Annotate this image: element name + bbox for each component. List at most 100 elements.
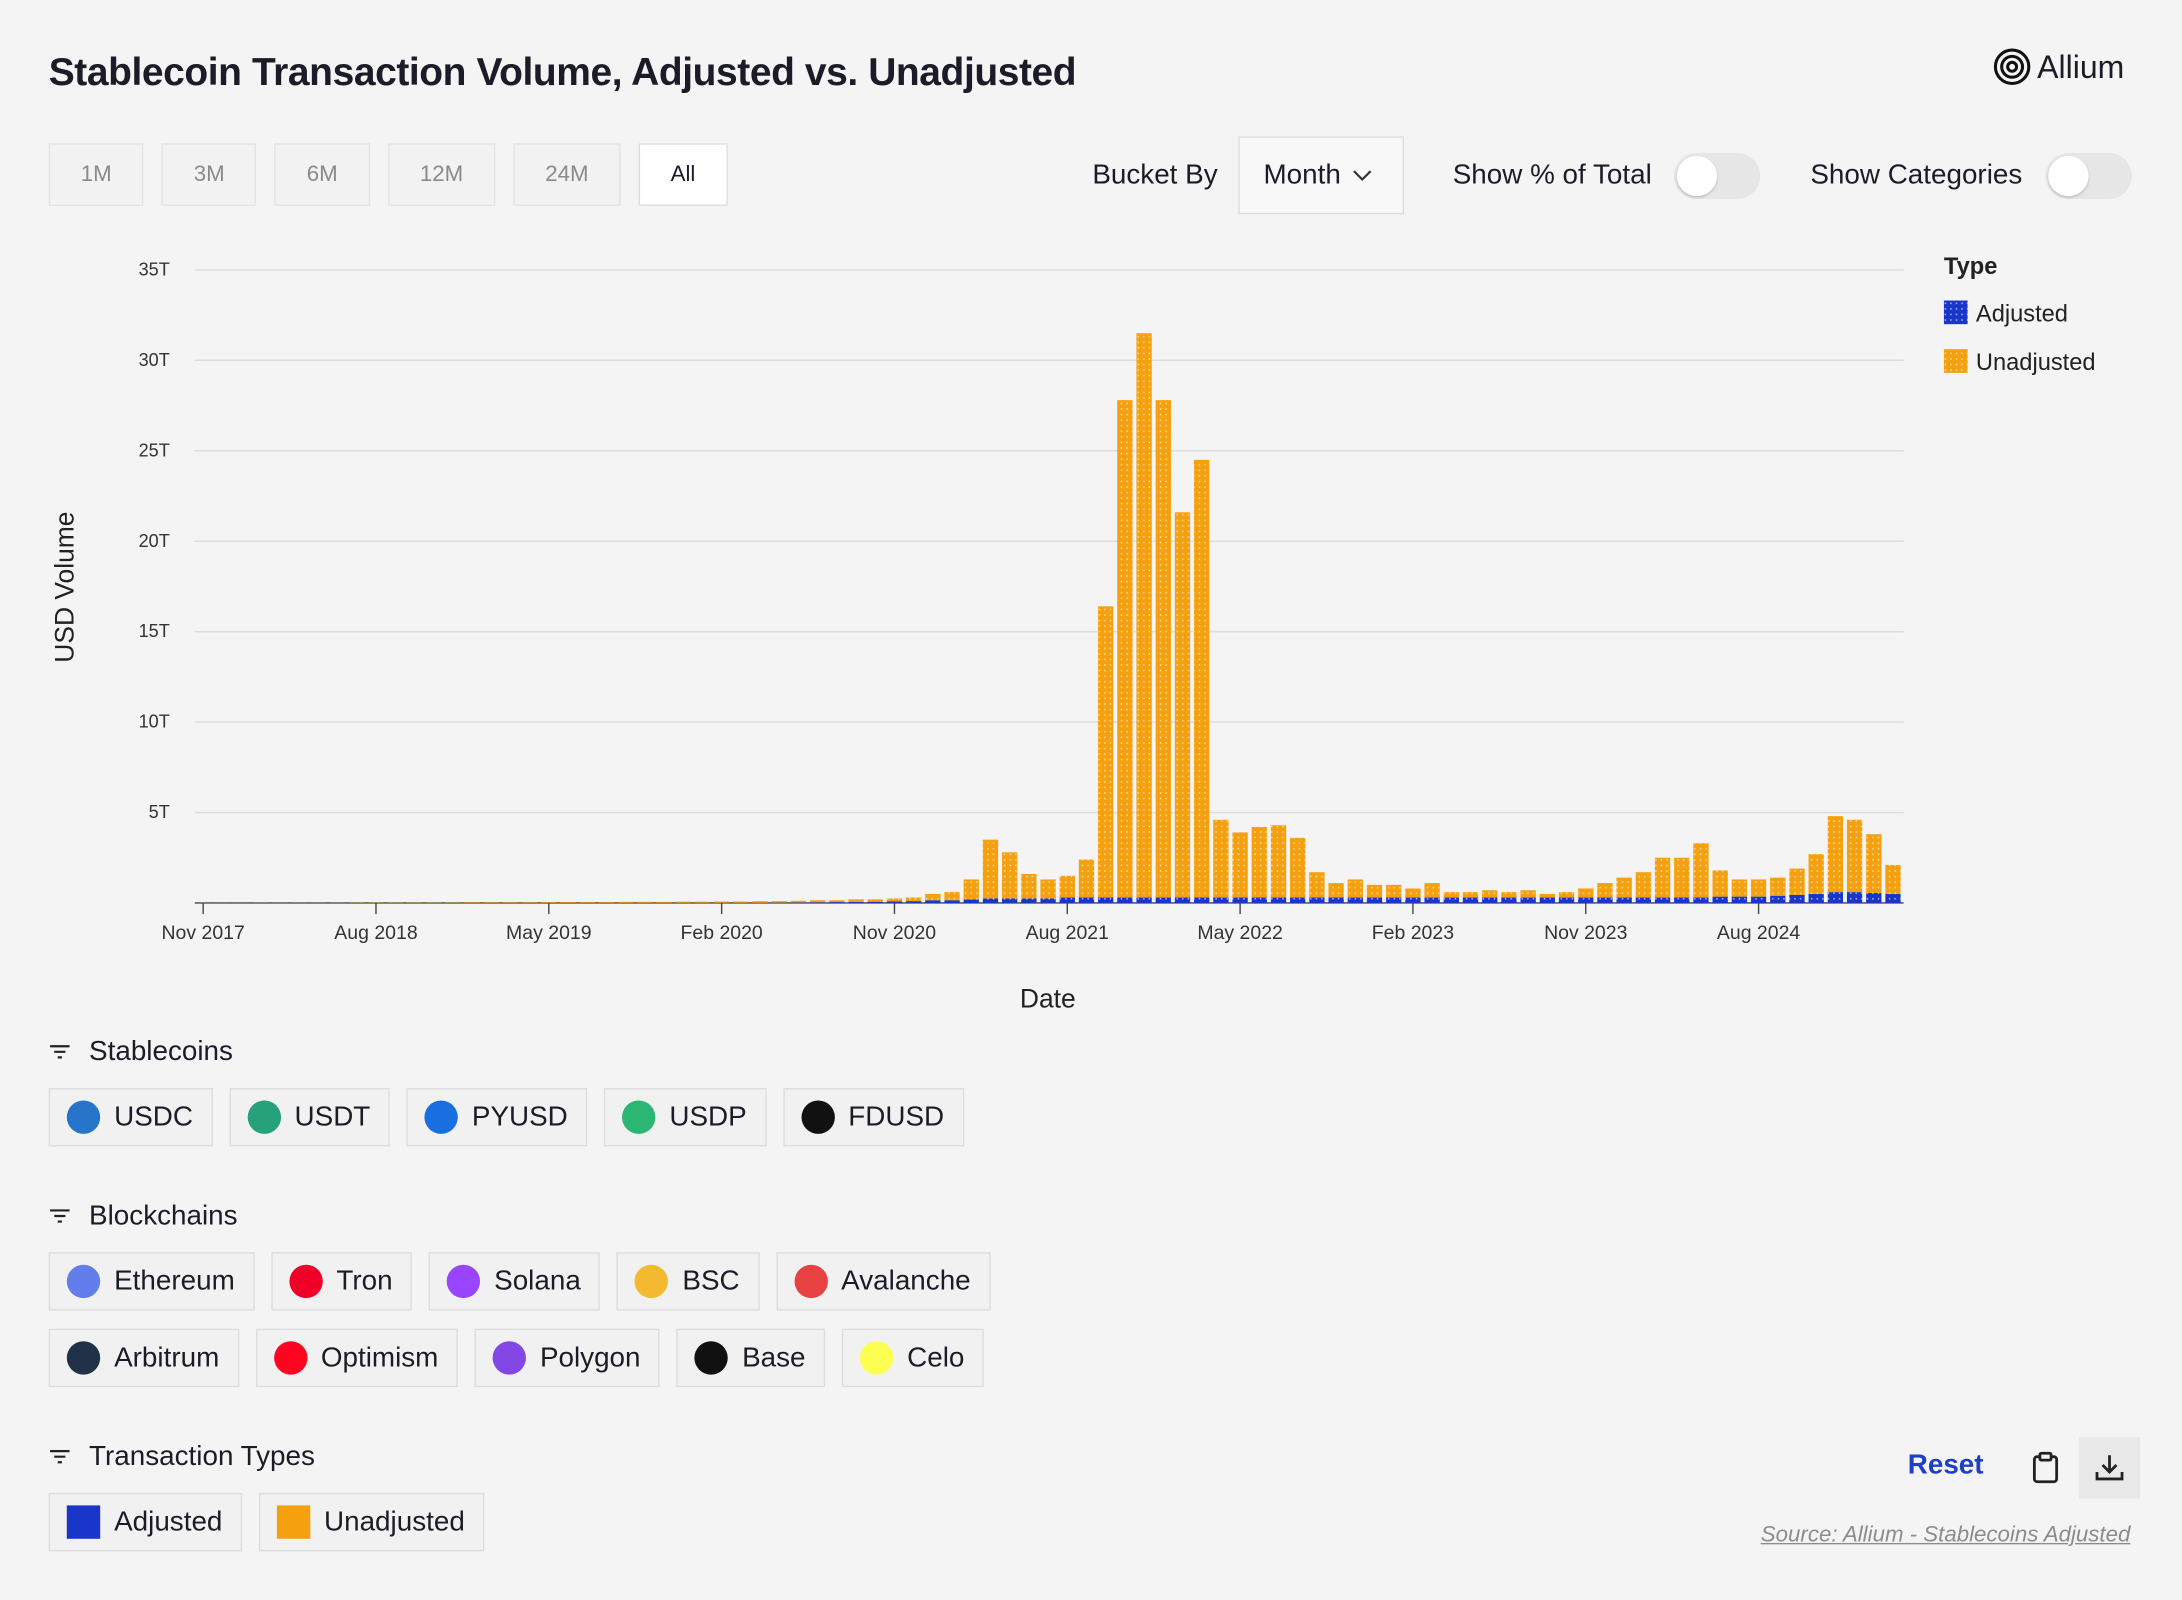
- bar-segment: [1328, 897, 1344, 903]
- y-tick-label: 20T: [139, 531, 170, 551]
- bar-segment: [579, 902, 595, 903]
- filter-chip[interactable]: Polygon: [474, 1328, 661, 1388]
- chip-icon: [793, 1264, 828, 1299]
- bar-segment: [1021, 898, 1037, 903]
- bar-segment: [1002, 898, 1018, 903]
- bar-segment: [829, 900, 845, 903]
- reset-button[interactable]: Reset: [1907, 1449, 1984, 1481]
- bar-segment: [1002, 852, 1018, 899]
- source-link[interactable]: Source: Allium - Stablecoins Adjusted: [1760, 1523, 2131, 1548]
- chevron: [1352, 170, 1371, 182]
- chip-label: USDT: [294, 1101, 371, 1132]
- bar-segment: [694, 901, 711, 903]
- filter-chip[interactable]: USDC: [48, 1087, 213, 1147]
- bar-segment: [1827, 816, 1844, 893]
- bar-segment: [1520, 890, 1536, 898]
- chip-label: Unadjusted: [324, 1506, 465, 1537]
- bar-segment: [1347, 879, 1363, 898]
- bar-segment: [1885, 893, 1901, 903]
- download-button[interactable]: [2078, 1437, 2141, 1499]
- range-button[interactable]: 6M: [274, 143, 370, 206]
- bar-segment: [1866, 834, 1882, 894]
- bar-segment: [790, 900, 807, 903]
- bar-segment: [1674, 897, 1690, 903]
- bar-segment: [1578, 888, 1594, 898]
- filter-chip[interactable]: Adjusted: [48, 1492, 242, 1552]
- bar-segment: [637, 901, 653, 903]
- bar-segment: [867, 901, 883, 903]
- bar-segment: [713, 901, 730, 903]
- filter-chip[interactable]: PYUSD: [406, 1087, 588, 1147]
- bar-segment: [1712, 870, 1728, 897]
- bar-segment: [1194, 459, 1210, 898]
- range-button[interactable]: 24M: [513, 143, 621, 206]
- filter-chip[interactable]: Ethereum: [48, 1252, 255, 1311]
- chip-label: USDC: [114, 1101, 193, 1132]
- y-tick-label: 30T: [139, 350, 170, 370]
- copy-button[interactable]: [2032, 1451, 2060, 1491]
- bar-segment: [1674, 857, 1690, 898]
- filter-chip[interactable]: Unadjusted: [258, 1492, 485, 1552]
- bar-segment: [771, 901, 787, 903]
- bar-segment: [1635, 872, 1652, 898]
- filter-chip[interactable]: Avalanche: [775, 1252, 991, 1311]
- range-button[interactable]: All: [638, 143, 728, 206]
- x-tick-label: May 2019: [506, 922, 592, 944]
- bar-segment: [1232, 832, 1248, 898]
- chip-icon: [859, 1341, 894, 1375]
- bar-segment: [1078, 859, 1095, 898]
- bar-segment: [925, 893, 941, 901]
- range-button[interactable]: 12M: [387, 143, 496, 206]
- bar-segment: [1539, 893, 1556, 898]
- bar-segment: [829, 902, 845, 903]
- toggle[interactable]: [1673, 153, 1761, 199]
- bar-segment: [790, 902, 807, 903]
- filter-icon: [50, 1209, 70, 1223]
- chip-label: Solana: [494, 1265, 581, 1296]
- filter-chip[interactable]: Tron: [270, 1252, 413, 1311]
- bar-segment: [1174, 897, 1191, 903]
- y-tick-label: 25T: [139, 440, 170, 460]
- x-tick-label: Aug 2018: [334, 922, 417, 944]
- filter-chip[interactable]: USDT: [229, 1087, 390, 1147]
- bar-segment: [1616, 877, 1632, 898]
- bar-segment: [1520, 897, 1536, 903]
- filter-chip[interactable]: Optimism: [255, 1328, 458, 1388]
- bar-segment: [1731, 896, 1748, 903]
- bar-segment: [1155, 897, 1171, 903]
- filter-chip[interactable]: FDUSD: [782, 1087, 964, 1147]
- filter-chip[interactable]: Base: [676, 1328, 826, 1388]
- chip-label: Tron: [336, 1265, 393, 1296]
- bar-segment: [1232, 897, 1248, 903]
- type-swatch: [66, 1505, 101, 1539]
- brand-logo: [1993, 48, 2031, 86]
- legend-swatch: [1943, 349, 1968, 373]
- filter-chip[interactable]: Solana: [428, 1252, 601, 1311]
- bar-segment: [560, 902, 576, 903]
- bar-segment: [1155, 400, 1171, 898]
- filter-chip[interactable]: Arbitrum: [48, 1328, 239, 1388]
- bar-segment: [1251, 826, 1267, 898]
- filter-chip[interactable]: USDP: [603, 1087, 767, 1147]
- bar-segment: [1386, 897, 1402, 903]
- toggle[interactable]: [2045, 153, 2132, 199]
- filter-chip[interactable]: BSC: [616, 1252, 760, 1311]
- bar-segment: [1558, 897, 1575, 903]
- range-button[interactable]: 1M: [48, 143, 144, 206]
- chip-icon: [694, 1341, 729, 1375]
- chip-label: PYUSD: [471, 1101, 568, 1132]
- bar-segment: [483, 902, 499, 903]
- bar-segment: [598, 902, 615, 903]
- clipboard-icon: [2032, 1451, 2059, 1484]
- bar-segment: [1098, 897, 1114, 903]
- chart: 5T 10T 15T 20T 25T 30T 35T Nov 2017 Aug 2018 May …: [50, 254, 2096, 1013]
- bar-segment: [1213, 897, 1229, 903]
- range-button[interactable]: 3M: [161, 143, 257, 206]
- bar-segment: [1808, 893, 1824, 903]
- bar-segment: [1482, 897, 1498, 903]
- bar-segment: [982, 839, 999, 899]
- chip-label: Optimism: [320, 1341, 439, 1373]
- bar-segment: [752, 901, 768, 903]
- bucket-select[interactable]: Month: [1238, 136, 1405, 215]
- filter-chip[interactable]: Celo: [841, 1328, 984, 1388]
